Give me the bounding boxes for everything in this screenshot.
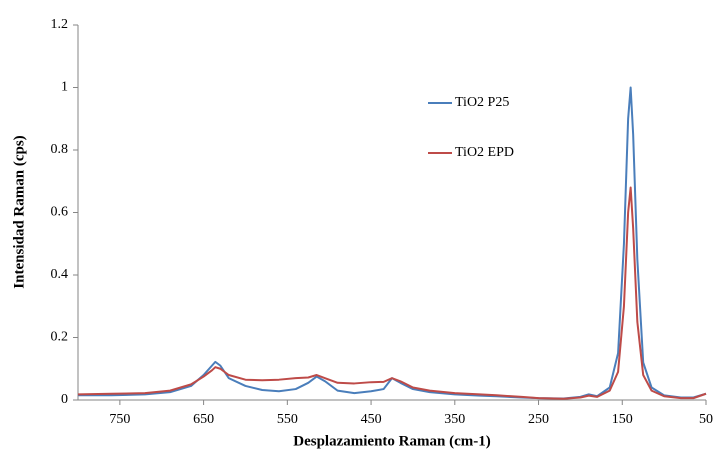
x-tick-label: 350 <box>444 412 465 427</box>
y-tick-label: 0.4 <box>51 267 69 282</box>
y-tick-label: 1 <box>61 80 68 95</box>
y-tick-label: 0.2 <box>51 330 69 345</box>
y-tick-label: 0 <box>61 392 68 407</box>
series-line <box>78 86 707 400</box>
x-tick-label: 750 <box>109 412 130 427</box>
y-tick-label: 0.6 <box>51 205 69 220</box>
x-tick-label: 650 <box>193 412 214 427</box>
x-tick-label: 450 <box>361 412 382 427</box>
y-axis-title: Intensidad Raman (cps) <box>11 135 27 288</box>
series-line <box>77 186 707 400</box>
legend-label: TiO2 EPD <box>455 145 514 160</box>
x-tick-label: 550 <box>277 412 298 427</box>
x-tick-label: 150 <box>612 412 633 427</box>
x-tick-label: 250 <box>528 412 549 427</box>
legend-label: TiO2 P25 <box>455 95 509 110</box>
x-axis-title: Desplazamiento Raman (cm-1) <box>293 433 490 449</box>
y-tick-label: 1.2 <box>51 17 69 32</box>
x-tick-label: 50 <box>699 412 713 427</box>
y-tick-label: 0.8 <box>51 142 69 157</box>
